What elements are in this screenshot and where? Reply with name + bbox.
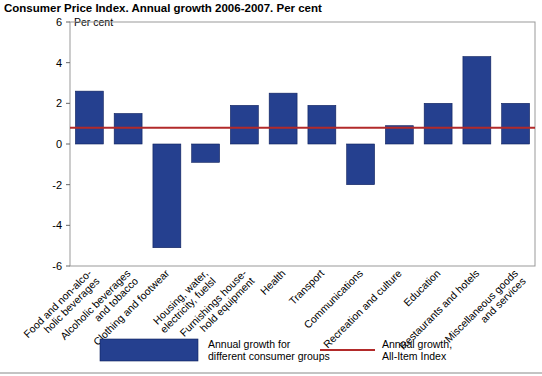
bar (424, 103, 452, 144)
x-tick-label-group: Transport (286, 267, 326, 307)
x-tick-label-group: Miscellaneous goodsand services (442, 267, 528, 353)
text-line: Alcoholic beverages (58, 267, 133, 342)
x-tick-label-group: Clothing and footwear (91, 267, 172, 348)
y-tick (66, 103, 70, 104)
bottom-rule (0, 373, 542, 374)
bar (269, 93, 297, 144)
plot-area (70, 57, 535, 248)
y-tick-label: 6 (56, 16, 62, 28)
legend-swatch (100, 339, 198, 361)
text-line: Transport (286, 267, 326, 307)
x-tick-label: Furnishings house-hold equipment (177, 267, 257, 347)
text-line: Miscellaneous goods (442, 267, 520, 345)
bar (502, 103, 530, 144)
legend-swatch (320, 349, 375, 351)
chart: Consumer Price Index. Annual growth 2006… (0, 0, 542, 376)
bar (75, 91, 103, 144)
x-tick-label-group: Furnishings house-hold equipment (177, 267, 257, 347)
plot-frame (70, 22, 535, 266)
text-line: different consumer groups (208, 350, 330, 362)
y-tick (66, 144, 70, 145)
text-line: Annual growth for (208, 338, 291, 350)
text-line: hold equipment (197, 275, 256, 334)
x-tick-label: Health (258, 267, 288, 297)
text-line: Furnishings house- (177, 267, 249, 339)
bar (347, 144, 375, 185)
text-line: and services (478, 275, 528, 325)
bar (230, 105, 258, 144)
text-line: Food and non-alco- (21, 267, 94, 340)
title: Consumer Price Index. Annual growth 2006… (4, 2, 322, 14)
y-tick (66, 184, 70, 185)
y-tick (66, 266, 70, 267)
x-tick-label-group: Health (258, 267, 288, 297)
index-line (70, 127, 535, 129)
legend-label: Annual growth,All-Item Index (382, 338, 452, 362)
y-tick (66, 62, 70, 63)
y-tick-label: 4 (56, 57, 62, 69)
legend: Annual growth fordifferent consumer grou… (100, 338, 452, 362)
x-tick-label: Miscellaneous goodsand services (442, 267, 528, 353)
bar (463, 57, 491, 144)
y-tick-label: 2 (56, 97, 62, 109)
bar (153, 144, 181, 248)
y-tick (66, 22, 70, 23)
text-line: Clothing and footwear (91, 267, 172, 348)
legend-label: Annual growth fordifferent consumer grou… (208, 338, 330, 362)
bar (308, 105, 336, 144)
y-tick-label: -4 (52, 219, 62, 231)
text-line: Health (258, 267, 288, 297)
y-tick-label: 0 (56, 138, 62, 150)
x-tick-label: Clothing and footwear (91, 267, 172, 348)
y-tick (66, 225, 70, 226)
x-tick-label: Transport (286, 267, 326, 307)
y-tick-label: -6 (52, 260, 62, 272)
text-line: All-Item Index (382, 350, 447, 362)
text-line: Annual growth, (382, 338, 452, 350)
bar (192, 144, 220, 162)
y-tick-label: -2 (52, 179, 62, 191)
bar (114, 114, 142, 145)
